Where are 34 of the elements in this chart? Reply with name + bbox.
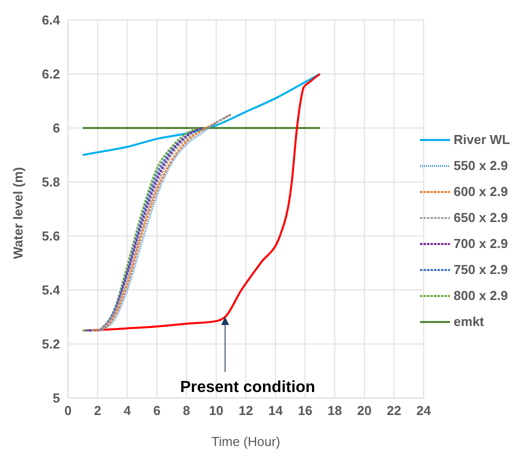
annotation: Present condition bbox=[180, 379, 316, 396]
x-tick-label: 2 bbox=[94, 403, 102, 418]
legend-label: River WL bbox=[454, 132, 510, 147]
legend-label: 600 x 2.9 bbox=[454, 184, 508, 199]
line-series bbox=[82, 73, 321, 156]
x-tick-label: 0 bbox=[64, 403, 72, 418]
x-tick-label: 16 bbox=[298, 403, 312, 418]
y-tick-label: 6.2 bbox=[42, 66, 60, 82]
x-tick-label: 24 bbox=[416, 403, 432, 418]
x-tick-label: 22 bbox=[386, 403, 402, 418]
y-tick-label: 5.4 bbox=[42, 282, 61, 298]
legend-label: emkt bbox=[454, 314, 484, 329]
line-series bbox=[90, 122, 218, 332]
x-tick-label: 6 bbox=[153, 403, 161, 418]
x-tick-label: 10 bbox=[208, 403, 224, 418]
x-axis-title: Time (Hour) bbox=[211, 434, 280, 449]
y-tick-label: 5.8 bbox=[42, 174, 60, 190]
x-tick-label: 12 bbox=[238, 403, 254, 418]
x-tick-label: 20 bbox=[357, 403, 372, 418]
x-tick-label: 14 bbox=[268, 403, 284, 418]
x-tick-label: 4 bbox=[124, 403, 132, 418]
y-tick-label: 6 bbox=[52, 120, 60, 136]
y-tick-label: 5.6 bbox=[42, 228, 60, 244]
y-tick-label: 6.4 bbox=[42, 12, 61, 28]
legend-label: 700 x 2.9 bbox=[454, 236, 508, 251]
y-tick-label: 5 bbox=[52, 390, 60, 406]
y-tick-label: 5.2 bbox=[42, 336, 60, 352]
y-axis-title: Water level (m) bbox=[10, 167, 26, 259]
legend-label: 800 x 2.9 bbox=[454, 288, 508, 303]
legend-label: 550 x 2.9 bbox=[454, 158, 508, 173]
legend-label: 650 x 2.9 bbox=[454, 210, 508, 225]
x-tick-label: 18 bbox=[328, 403, 342, 418]
legend-label: 750 x 2.9 bbox=[454, 262, 508, 277]
x-tick-label: 8 bbox=[182, 403, 190, 418]
